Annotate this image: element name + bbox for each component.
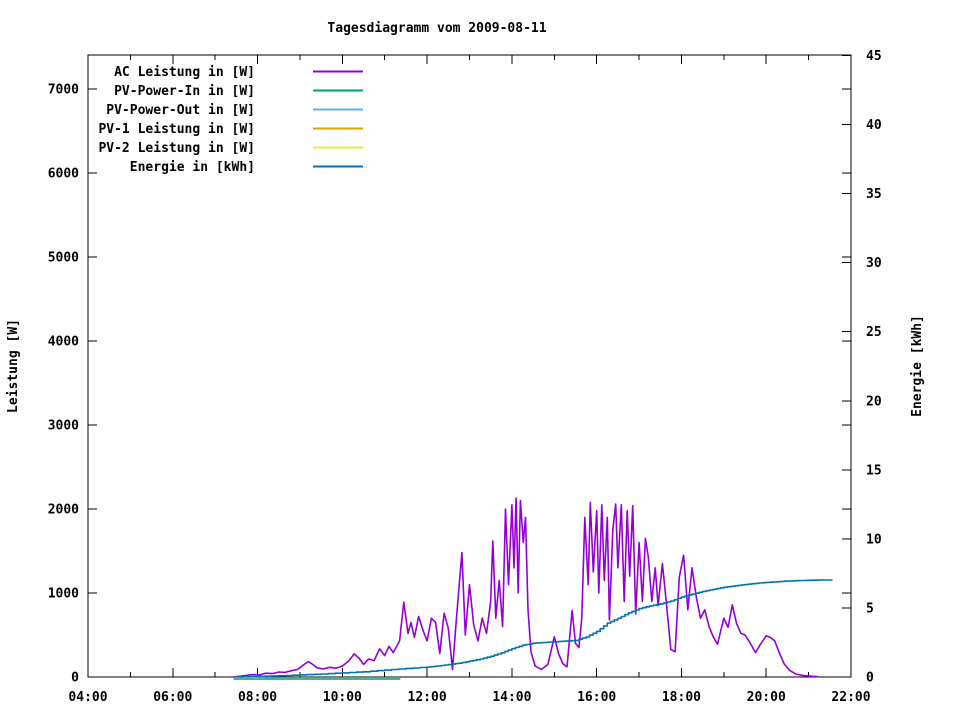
x-tick-label: 20:00 <box>747 690 786 705</box>
chart-title: Tagesdiagramm vom 2009-08-11 <box>327 21 546 36</box>
y2-tick-label: 10 <box>866 532 882 547</box>
y-tick-label: 4000 <box>48 335 79 350</box>
y-tick-label: 7000 <box>48 83 79 98</box>
x-tick-label: 22:00 <box>831 690 870 705</box>
y-tick-label: 3000 <box>48 419 79 434</box>
y2-tick-label: 25 <box>866 325 882 340</box>
legend-label: PV-2 Leistung in [W] <box>98 141 255 156</box>
y-tick-label: 2000 <box>48 503 79 518</box>
x-tick-label: 14:00 <box>492 690 531 705</box>
y2-tick-label: 30 <box>866 256 882 271</box>
y2-tick-label: 5 <box>866 601 874 616</box>
x-tick-label: 16:00 <box>577 690 616 705</box>
y2-tick-label: 20 <box>866 394 882 409</box>
legend-label: PV-1 Leistung in [W] <box>98 122 255 137</box>
y2-tick-label: 0 <box>866 671 874 686</box>
legend-label: PV-Power-Out in [W] <box>106 103 255 118</box>
x-tick-label: 06:00 <box>153 690 192 705</box>
x-tick-label: 10:00 <box>323 690 362 705</box>
legend-label: AC Leistung in [W] <box>114 65 255 80</box>
y-tick-label: 5000 <box>48 251 79 266</box>
x-tick-label: 18:00 <box>662 690 701 705</box>
y-axis-label: Leistung [W] <box>6 319 21 413</box>
x-tick-label: 08:00 <box>238 690 277 705</box>
y-tick-label: 1000 <box>48 587 79 602</box>
y2-axis-label: Energie [kWh] <box>910 315 925 417</box>
y2-tick-label: 40 <box>866 118 882 133</box>
series-line-energie-in-kwh <box>235 579 833 678</box>
series-line-ac-leistung-in-w <box>232 497 819 678</box>
y2-tick-label: 15 <box>866 463 882 478</box>
y2-tick-label: 45 <box>866 49 882 64</box>
x-tick-label: 04:00 <box>68 690 107 705</box>
y-tick-label: 0 <box>71 671 79 686</box>
x-tick-label: 12:00 <box>408 690 447 705</box>
y2-tick-label: 35 <box>866 187 882 202</box>
legend-label: PV-Power-In in [W] <box>114 84 255 99</box>
legend-label: Energie in [kWh] <box>130 160 255 175</box>
y-tick-label: 6000 <box>48 167 79 182</box>
